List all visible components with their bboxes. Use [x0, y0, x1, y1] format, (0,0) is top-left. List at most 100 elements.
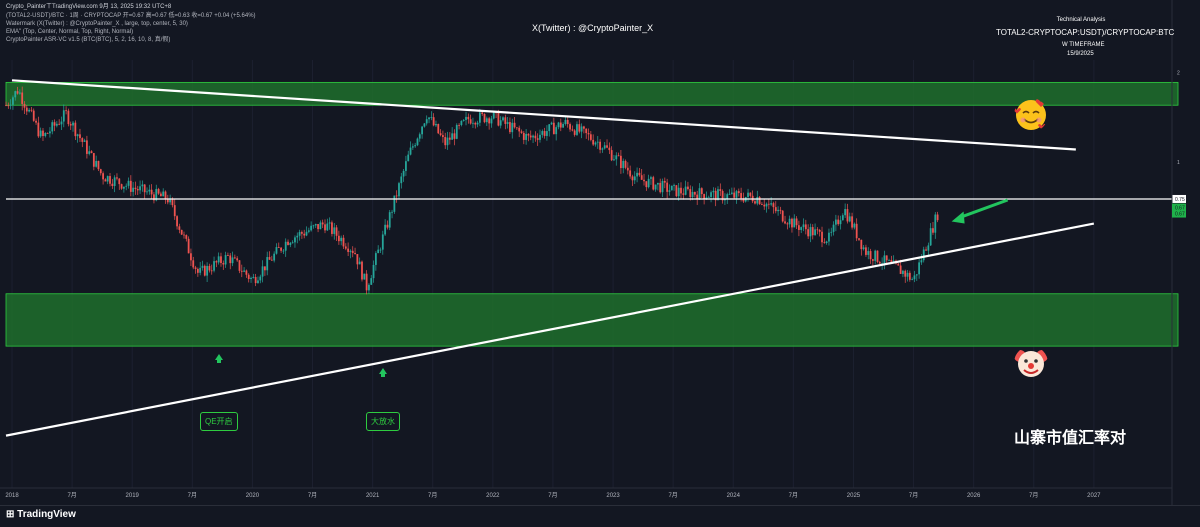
candle-body — [643, 179, 645, 182]
candle-body — [442, 135, 444, 138]
candle-body — [210, 270, 213, 272]
candle-body — [640, 175, 643, 180]
candle-body — [83, 140, 86, 142]
candle-body — [851, 216, 853, 228]
candle-body — [418, 134, 421, 139]
candle-body — [659, 182, 662, 193]
candle-body — [305, 231, 308, 236]
candle-body — [215, 261, 218, 263]
candle-body — [370, 278, 373, 285]
x-tick-label: 7月 — [789, 492, 798, 499]
candle-body — [576, 124, 578, 135]
candle-body — [853, 223, 856, 228]
candle-body — [520, 131, 523, 133]
candle-body — [920, 260, 923, 263]
candle-body — [633, 176, 636, 181]
candle-body — [136, 189, 139, 191]
candle-body — [405, 161, 407, 171]
candle-body — [915, 274, 918, 276]
candle-body — [756, 196, 759, 204]
candle-body — [23, 103, 26, 108]
candle-body — [874, 250, 877, 261]
candle-body — [252, 277, 255, 278]
candle-body — [862, 247, 865, 250]
candle-body — [559, 122, 562, 128]
candle-body — [777, 209, 779, 212]
candle-body — [858, 238, 860, 240]
candle-body — [356, 254, 359, 265]
candle-body — [543, 131, 546, 136]
candle-body — [319, 222, 322, 230]
candle-body — [488, 118, 491, 124]
candle-body — [668, 190, 671, 192]
candle-body — [465, 116, 467, 120]
candle-body — [451, 133, 454, 140]
candle-body — [818, 230, 821, 232]
candle-body — [157, 188, 160, 194]
candle-body — [273, 253, 276, 261]
candle-body — [194, 267, 197, 269]
candle-body — [846, 209, 849, 222]
candle-body — [388, 212, 391, 228]
candle-body — [361, 261, 363, 280]
candle-body — [340, 237, 343, 242]
candle-body — [439, 133, 442, 136]
x-tick-label: 2025 — [847, 493, 861, 499]
candle-body — [358, 261, 361, 265]
candle-body — [511, 122, 514, 133]
candle-body — [918, 262, 921, 275]
candle-body — [217, 256, 220, 263]
candle-body — [927, 245, 930, 251]
candle-body — [222, 262, 225, 265]
candle-body — [314, 224, 317, 226]
candle-body — [344, 246, 347, 249]
candle-body — [786, 223, 789, 225]
candle-body — [932, 228, 934, 233]
candle-body — [823, 242, 826, 244]
candle-body — [599, 141, 601, 150]
candle-body — [566, 119, 569, 125]
candle-body — [97, 160, 100, 170]
candle-body — [689, 189, 692, 198]
candle-body — [155, 188, 158, 201]
candle-body — [37, 122, 40, 137]
candle-body — [902, 270, 904, 274]
candle-body — [187, 238, 190, 254]
candle-body — [69, 124, 72, 126]
candle-body — [869, 251, 872, 260]
top-zone — [5, 81, 1179, 106]
candle-body — [719, 189, 722, 191]
candle-body — [12, 97, 14, 105]
y-tick-label: 1 — [1177, 160, 1180, 166]
candle-body — [654, 184, 657, 190]
candle-body — [425, 119, 428, 124]
candle-body — [502, 117, 504, 121]
candle-body — [562, 124, 565, 128]
candle-body — [414, 145, 417, 147]
candle-body — [153, 194, 155, 201]
candle-body — [25, 107, 28, 112]
candle-body — [354, 253, 356, 255]
candle-body — [490, 118, 493, 124]
candle-body — [287, 241, 289, 245]
candle-body — [825, 241, 828, 243]
candle-body — [733, 192, 736, 198]
x-tick-label: 7月 — [1029, 492, 1038, 499]
candle-body — [291, 242, 294, 244]
candle-body — [656, 182, 659, 185]
candle-body — [705, 197, 708, 200]
candle-body — [779, 209, 782, 211]
x-tick-label: 2018 — [5, 493, 19, 499]
candle-body — [190, 253, 192, 261]
candle-body — [307, 230, 310, 232]
candle-body — [118, 178, 121, 185]
candle-body — [76, 134, 79, 137]
candle-body — [890, 260, 893, 262]
candle-body — [79, 134, 81, 139]
candle-body — [830, 231, 833, 233]
up-arrow-icon — [379, 368, 387, 377]
candle-body — [929, 228, 932, 246]
candle-body — [178, 226, 181, 230]
candle-body — [51, 122, 54, 132]
